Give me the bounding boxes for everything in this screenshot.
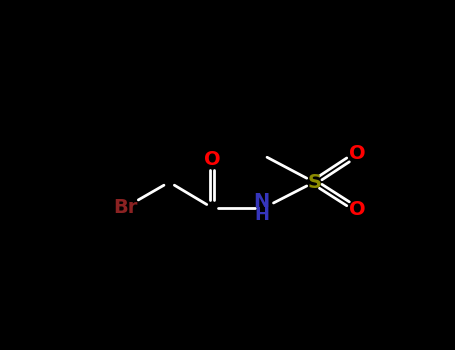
- Text: O: O: [349, 144, 366, 163]
- Text: O: O: [203, 149, 220, 169]
- Text: H: H: [254, 206, 269, 224]
- Text: Br: Br: [113, 198, 137, 217]
- Text: O: O: [349, 200, 366, 219]
- Text: S: S: [307, 173, 321, 192]
- Text: N: N: [253, 192, 270, 211]
